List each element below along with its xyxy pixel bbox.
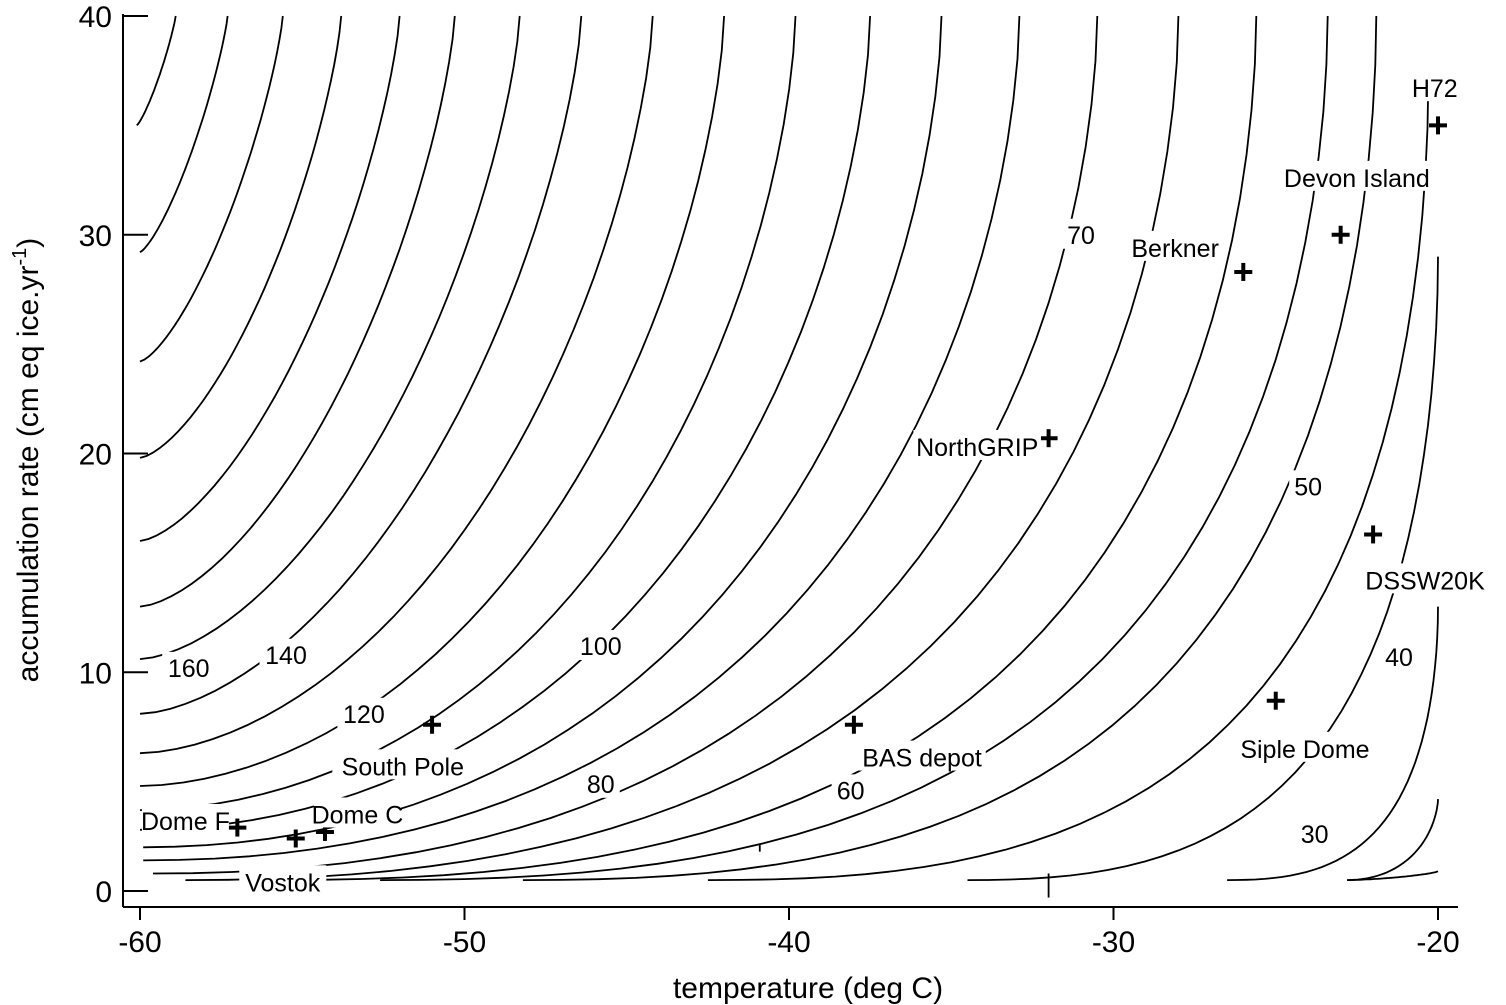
contour-label: 70: [1067, 222, 1095, 250]
y-tick-label: 10: [79, 657, 112, 690]
contour-label: 60: [837, 777, 865, 805]
y-axis-title: accumulation rate (cm eq ice.yr-1): [9, 238, 45, 683]
site-marker: [1039, 429, 1058, 448]
contour-lines: [136, 15, 1439, 898]
contour-label-bg: [1380, 640, 1419, 671]
contour-label: 80: [587, 771, 615, 799]
contour-line: [139, 15, 583, 715]
site-label-bg: [858, 740, 986, 771]
x-tick-label: -40: [767, 926, 810, 959]
contour-label: 30: [1301, 821, 1329, 849]
x-tick-label: -60: [118, 926, 161, 959]
site-marker: [1234, 262, 1253, 281]
site-marker: [1429, 116, 1447, 135]
contour-line: [136, 15, 177, 127]
contour-label-bg: [581, 767, 620, 798]
contour-line: [143, 15, 1021, 862]
site-label: South Pole: [342, 753, 464, 781]
contour-label: 140: [265, 642, 307, 670]
site-marker: [423, 715, 442, 734]
contour-line: [1347, 799, 1439, 881]
site-label-bg: [1411, 71, 1459, 102]
site-label-bg: [1374, 563, 1476, 594]
contour-label-bg: [337, 697, 391, 728]
y-tick-label: 0: [95, 876, 112, 909]
site-label-bg: [1272, 160, 1441, 191]
y-tick-label: 40: [79, 1, 112, 34]
site-marker: [844, 715, 863, 734]
contour-line: [185, 15, 1180, 881]
y-axis-title-close: ): [12, 238, 45, 248]
site-label-bg: [1234, 731, 1376, 762]
contour-line: [139, 15, 654, 755]
contour-line: [522, 15, 1378, 881]
axes: [122, 14, 1458, 908]
site-label: Siple Dome: [1240, 736, 1369, 764]
contour-label: 50: [1294, 473, 1322, 501]
site-label: NorthGRIP: [916, 434, 1038, 462]
site-marker: [286, 829, 305, 848]
site-label: DSSW20K: [1365, 567, 1485, 595]
contour-line: [139, 15, 797, 811]
x-axis-title: temperature (deg C): [673, 972, 943, 1005]
contour-label-bg: [574, 630, 628, 660]
x-tick-label: -20: [1416, 926, 1459, 959]
site-label-bg: [332, 749, 474, 780]
contour-line: [276, 15, 1258, 881]
site-label-bg: [313, 797, 401, 828]
contour-line: [139, 15, 284, 363]
site-label-bg: [141, 804, 229, 834]
contour-label: 40: [1385, 644, 1413, 672]
y-axis-title-superscript: -1: [9, 248, 31, 266]
contour-label-bg: [1295, 818, 1334, 849]
contour-label-bg: [259, 638, 313, 669]
axis-ticks: -60 -50 -40 -30 -20 0 10 20 30 40: [79, 1, 1460, 959]
site-marker: [1266, 691, 1285, 710]
site-label: Devon Island: [1284, 165, 1430, 193]
contour-line: [1347, 870, 1439, 881]
contour-line: [139, 15, 401, 542]
contour-line: [707, 81, 1430, 881]
contour-label: 100: [580, 633, 622, 661]
site-markers: H72 Devon Island Berkner NorthGRIP DSSW20K Si…: [141, 71, 1485, 897]
site-label-bg: [913, 429, 1041, 460]
site-marker: [1331, 225, 1350, 244]
contour-line: [380, 15, 1329, 881]
site-marker: [228, 818, 247, 837]
contour-line: [1227, 606, 1439, 881]
contour-line: [143, 15, 943, 849]
site-label: Dome C: [312, 801, 404, 829]
y-tick-label: 30: [79, 220, 112, 253]
site-label-bg: [1124, 230, 1226, 261]
contour-labels: 160 140 120 100 80 70 60 50 40 30: [162, 218, 1419, 849]
site-marker: [1364, 525, 1383, 544]
contour-line: [139, 15, 871, 831]
site-label: H72: [1412, 75, 1458, 103]
contour-line: [139, 15, 456, 608]
site-label: BAS depot: [862, 745, 982, 773]
contour-label: 160: [168, 655, 210, 683]
site-label-bg: [239, 865, 327, 896]
site-label: Vostok: [245, 869, 321, 897]
site-label: Berkner: [1131, 235, 1219, 263]
contour-label-bg: [831, 774, 870, 805]
contour-label: 120: [343, 701, 385, 729]
contour-line: [139, 15, 725, 787]
contour-label-bg: [162, 651, 216, 682]
contour-line: [139, 15, 521, 660]
contour-line: [139, 15, 229, 254]
y-tick-label: 20: [79, 439, 112, 472]
contour-line: [139, 15, 343, 459]
x-tick-label: -50: [443, 926, 486, 959]
contour-label-bg: [1289, 470, 1328, 501]
site-label: Dome F: [141, 808, 230, 836]
y-axis-title-main: accumulation rate (cm eq ice.yr: [12, 265, 45, 682]
contour-label-bg: [1062, 218, 1101, 249]
contour-line: [152, 15, 1099, 875]
x-tick-label: -30: [1092, 926, 1135, 959]
